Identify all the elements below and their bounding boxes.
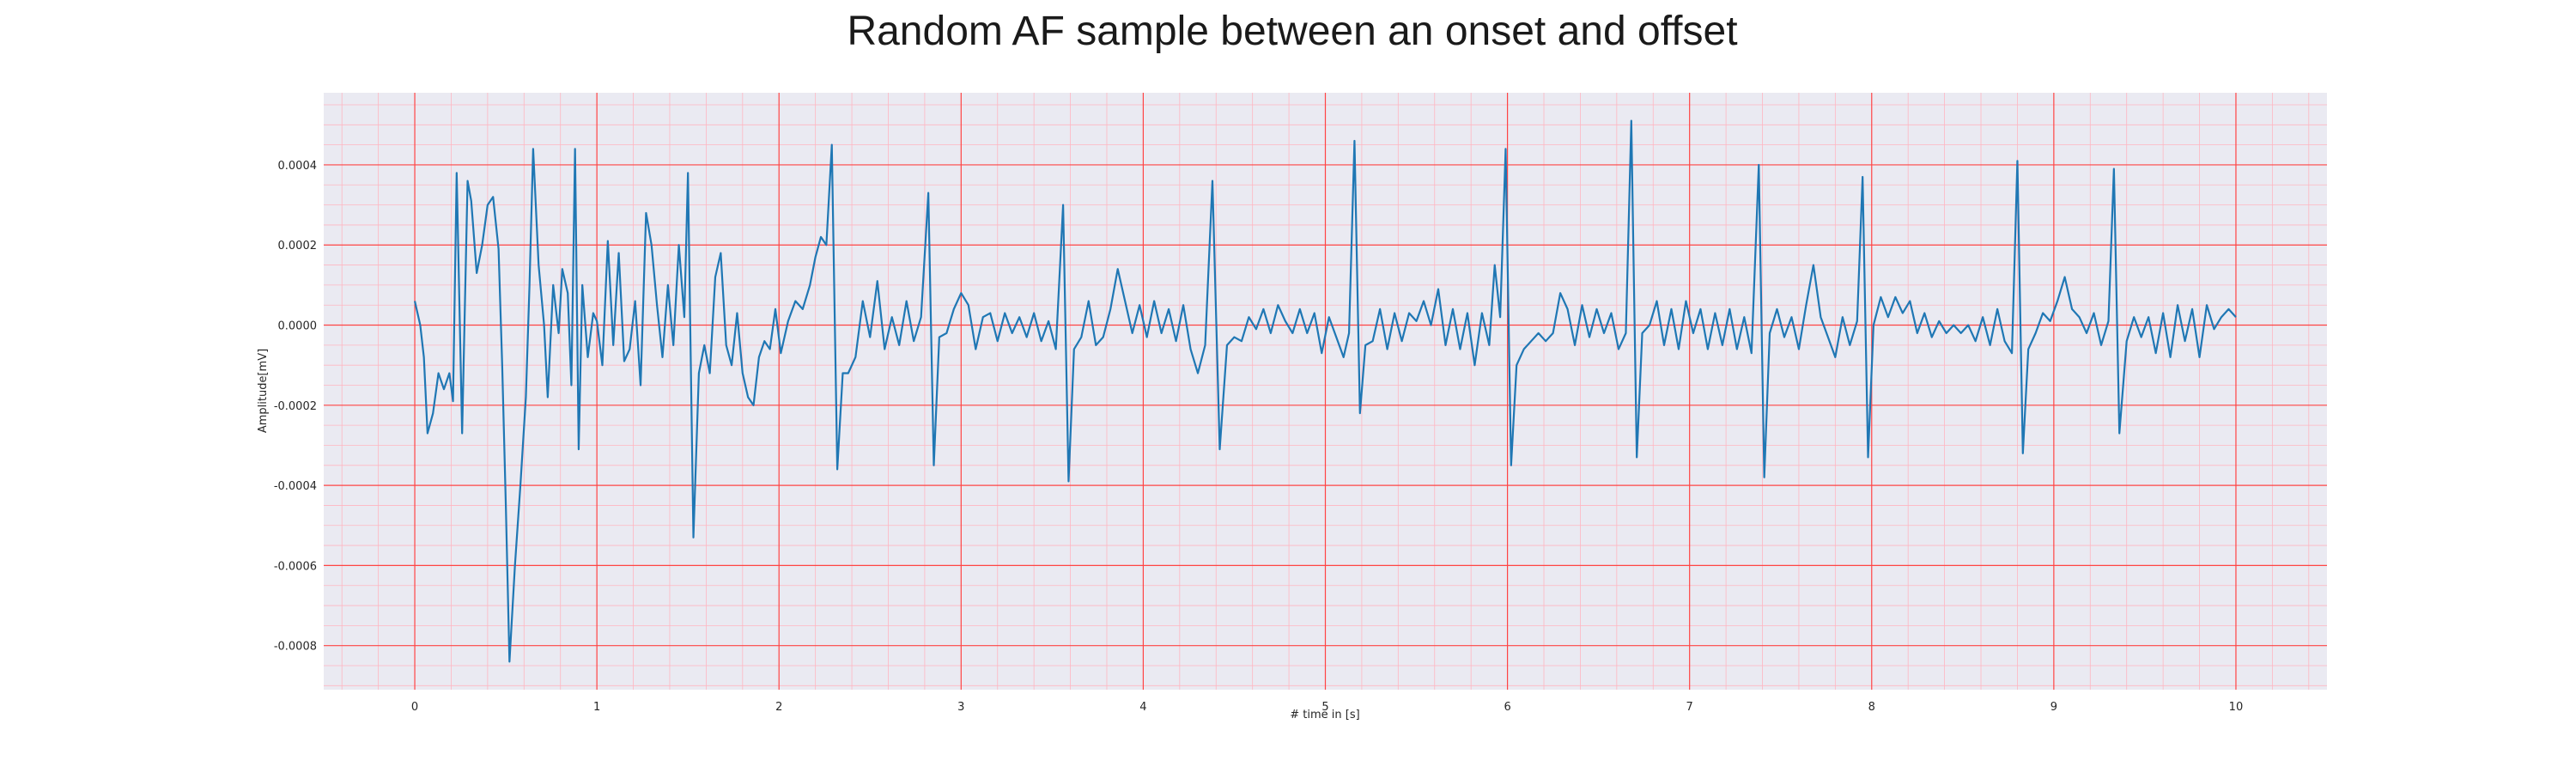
chart-title: Random AF sample between an onset and of… (847, 9, 1737, 54)
x-tick-label: 3 (957, 701, 964, 714)
y-tick-label: 0.0002 (278, 240, 318, 253)
x-tick-label: 4 (1139, 701, 1146, 714)
y-tick-label: -0.0004 (274, 480, 317, 493)
y-tick-label: -0.0006 (274, 560, 317, 573)
x-axis-label: # time in [s] (1290, 709, 1359, 721)
x-tick-label: 1 (593, 701, 600, 714)
x-tick-label: 0 (411, 701, 418, 714)
x-tick-label: 10 (2229, 701, 2244, 714)
y-axis-ticks: 0.0004 0.0002 0.0000 -0.0002 -0.0004 -0.0006 -… (274, 160, 317, 654)
x-tick-label: 2 (775, 701, 782, 714)
y-axis-label: Amplitude[mV] (257, 349, 270, 433)
x-tick-label: 8 (1868, 701, 1875, 714)
x-tick-label: 6 (1504, 701, 1510, 714)
y-tick-label: 0.0004 (278, 160, 318, 173)
y-tick-label: 0.0000 (278, 320, 318, 333)
y-tick-label: -0.0008 (274, 641, 317, 654)
x-tick-label: 9 (2050, 701, 2057, 714)
x-tick-label: 7 (1686, 701, 1693, 714)
y-tick-label: -0.0002 (274, 400, 317, 413)
